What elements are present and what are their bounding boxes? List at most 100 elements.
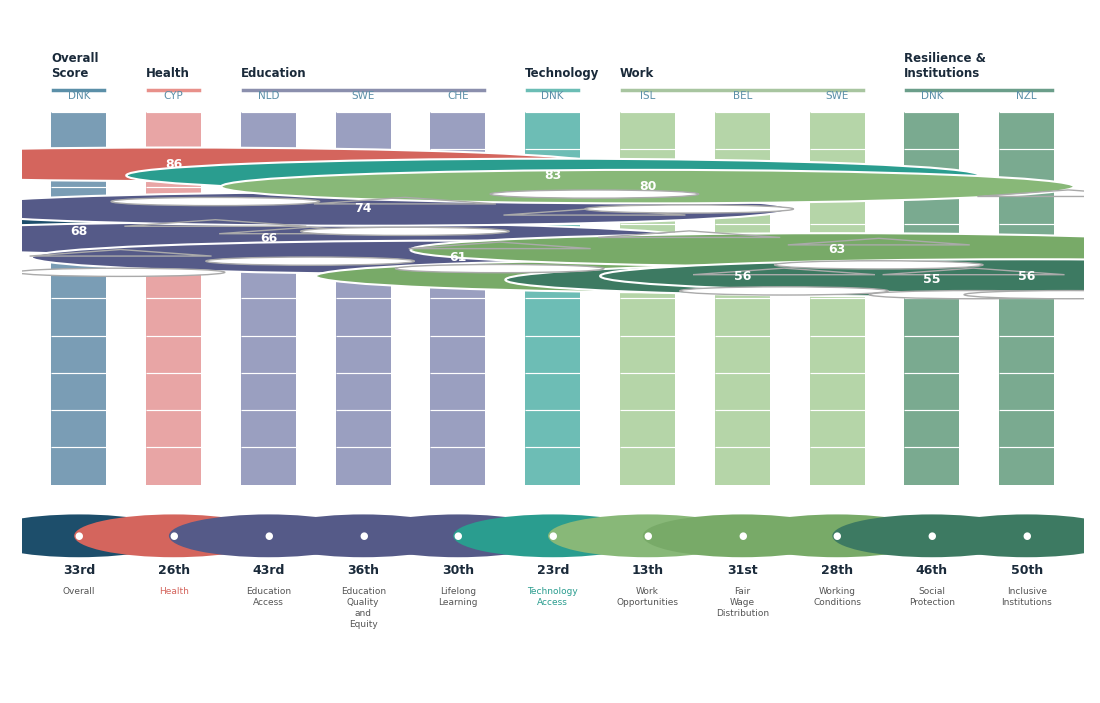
Circle shape: [833, 515, 1032, 557]
Text: 55: 55: [923, 273, 940, 286]
FancyBboxPatch shape: [241, 112, 296, 484]
Text: Resilience &
Institutions: Resilience & Institutions: [904, 53, 987, 80]
Text: DNK: DNK: [921, 91, 943, 101]
Circle shape: [0, 515, 178, 557]
FancyBboxPatch shape: [810, 112, 865, 484]
Text: 43rd: 43rd: [252, 564, 285, 577]
Text: SWE: SWE: [825, 91, 849, 101]
Circle shape: [74, 515, 273, 557]
Text: ●: ●: [833, 531, 842, 541]
Circle shape: [359, 515, 558, 557]
Text: 74: 74: [354, 202, 372, 216]
Text: 13th: 13th: [631, 564, 663, 577]
Circle shape: [505, 263, 1100, 297]
Circle shape: [680, 287, 889, 295]
Text: 33rd: 33rd: [63, 564, 95, 577]
Circle shape: [0, 222, 695, 256]
Text: Lifelong
Learning: Lifelong Learning: [438, 587, 477, 607]
Text: ●: ●: [927, 531, 936, 541]
Text: ●: ●: [1022, 531, 1031, 541]
Circle shape: [169, 515, 367, 557]
Text: Work: Work: [620, 67, 654, 80]
Circle shape: [32, 240, 884, 274]
Circle shape: [316, 259, 1100, 292]
Text: 68: 68: [70, 225, 88, 238]
Text: 50th: 50th: [1011, 564, 1043, 577]
Circle shape: [0, 192, 790, 226]
Text: 83: 83: [544, 169, 561, 182]
Text: DNK: DNK: [541, 91, 564, 101]
Text: Education: Education: [241, 67, 307, 80]
Text: Education
Access: Education Access: [246, 587, 292, 607]
Text: Education
Quality
and
Equity: Education Quality and Equity: [341, 587, 386, 629]
Text: 80: 80: [639, 180, 657, 193]
FancyBboxPatch shape: [336, 112, 390, 484]
Text: ●: ●: [359, 531, 367, 541]
FancyBboxPatch shape: [620, 112, 675, 484]
Text: DNK: DNK: [67, 91, 90, 101]
Text: Health: Health: [158, 587, 188, 596]
Circle shape: [111, 198, 320, 205]
Circle shape: [927, 515, 1100, 557]
Text: ●: ●: [644, 531, 652, 541]
Text: BEL: BEL: [733, 91, 752, 101]
Circle shape: [601, 259, 1100, 292]
FancyBboxPatch shape: [526, 112, 580, 484]
Text: NZL: NZL: [1016, 91, 1037, 101]
Circle shape: [491, 190, 698, 198]
Circle shape: [548, 515, 747, 557]
Text: 23rd: 23rd: [537, 564, 569, 577]
FancyBboxPatch shape: [999, 112, 1054, 484]
Text: 31st: 31st: [727, 564, 758, 577]
Text: 30th: 30th: [442, 564, 474, 577]
Text: NLD: NLD: [257, 91, 279, 101]
Text: Fair
Wage
Distribution: Fair Wage Distribution: [716, 587, 769, 618]
Text: 28th: 28th: [821, 564, 854, 577]
Text: 66: 66: [260, 232, 277, 245]
Circle shape: [585, 205, 793, 213]
Text: 86: 86: [165, 157, 183, 171]
Text: ●: ●: [169, 531, 178, 541]
Text: 46th: 46th: [916, 564, 948, 577]
Text: 36th: 36th: [348, 564, 380, 577]
Text: Inclusive
Institutions: Inclusive Institutions: [1001, 587, 1052, 607]
Circle shape: [126, 159, 979, 192]
Text: 56: 56: [1018, 269, 1035, 283]
Circle shape: [221, 170, 1074, 203]
Text: ●: ●: [549, 531, 557, 541]
Circle shape: [0, 148, 601, 181]
Text: Overall: Overall: [63, 587, 95, 596]
FancyBboxPatch shape: [146, 112, 201, 484]
FancyBboxPatch shape: [715, 112, 770, 484]
Text: ●: ●: [75, 531, 84, 541]
Circle shape: [206, 257, 415, 265]
Text: ●: ●: [453, 531, 462, 541]
Text: CYP: CYP: [164, 91, 184, 101]
Circle shape: [264, 515, 463, 557]
Text: ISL: ISL: [640, 91, 656, 101]
Circle shape: [642, 515, 842, 557]
Text: ●: ●: [738, 531, 747, 541]
Text: 56: 56: [734, 269, 751, 283]
Text: 26th: 26th: [157, 564, 189, 577]
Text: ●: ●: [264, 531, 273, 541]
Text: CHE: CHE: [448, 91, 469, 101]
Circle shape: [410, 233, 1100, 266]
FancyBboxPatch shape: [430, 112, 485, 484]
Text: 61: 61: [449, 251, 466, 264]
FancyBboxPatch shape: [52, 112, 107, 484]
Circle shape: [0, 214, 505, 248]
Text: Health: Health: [146, 67, 190, 80]
Circle shape: [964, 290, 1100, 299]
Text: Social
Protection: Social Protection: [909, 587, 955, 607]
FancyBboxPatch shape: [904, 112, 959, 484]
Circle shape: [869, 290, 1078, 299]
Circle shape: [774, 261, 983, 269]
Text: Technology: Technology: [526, 67, 600, 80]
Text: Work
Opportunities: Work Opportunities: [616, 587, 679, 607]
Text: Overall
Score: Overall Score: [52, 53, 99, 80]
Text: SWE: SWE: [352, 91, 375, 101]
Circle shape: [300, 227, 509, 236]
Circle shape: [395, 264, 604, 273]
Text: Technology
Access: Technology Access: [527, 587, 579, 607]
